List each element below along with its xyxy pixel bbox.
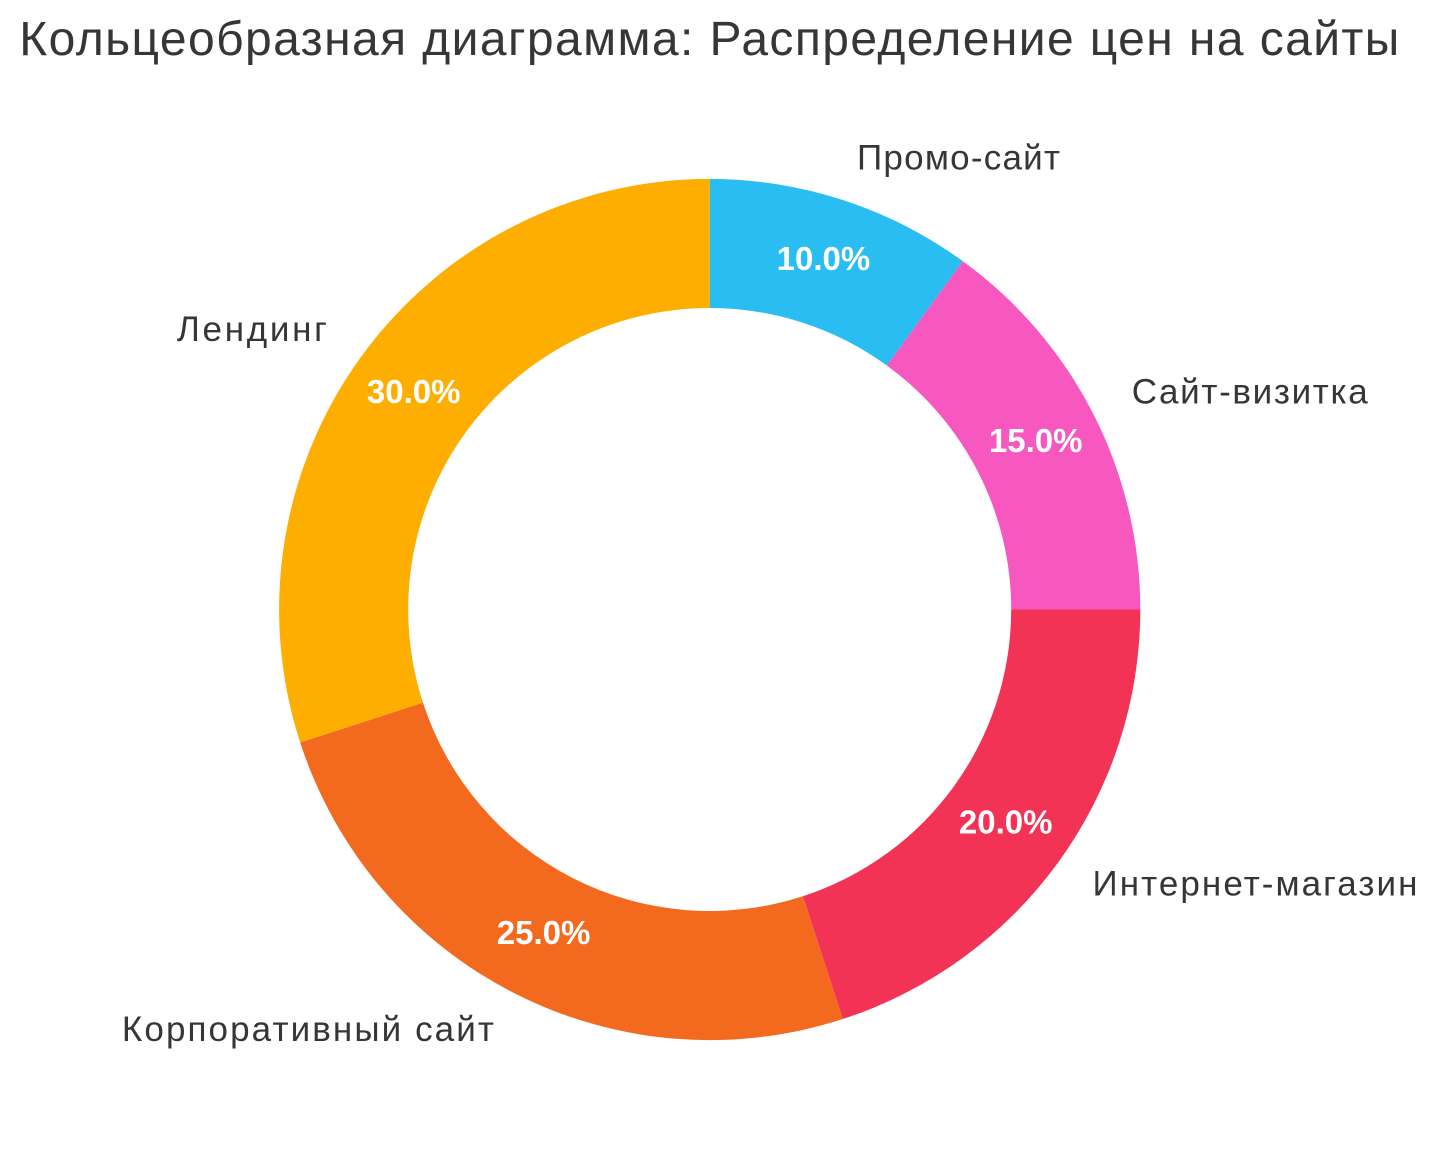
svg-text:Лендинг: Лендинг [177, 310, 327, 349]
svg-text:Промо-сайт: Промо-сайт [857, 139, 1060, 178]
svg-text:20.0%: 20.0% [959, 803, 1053, 840]
svg-text:10.0%: 10.0% [777, 240, 871, 277]
svg-text:15.0%: 15.0% [989, 422, 1083, 459]
svg-text:Интернет-магазин: Интернет-магазин [1093, 865, 1418, 904]
svg-text:25.0%: 25.0% [497, 914, 591, 951]
svg-text:Сайт-визитка: Сайт-визитка [1132, 373, 1369, 412]
svg-text:Корпоративный сайт: Корпоративный сайт [122, 1010, 494, 1049]
svg-text:Кольцеобразная диаграмма: Расп: Кольцеобразная диаграмма: Распределение … [19, 13, 1399, 66]
svg-text:30.0%: 30.0% [367, 373, 461, 410]
